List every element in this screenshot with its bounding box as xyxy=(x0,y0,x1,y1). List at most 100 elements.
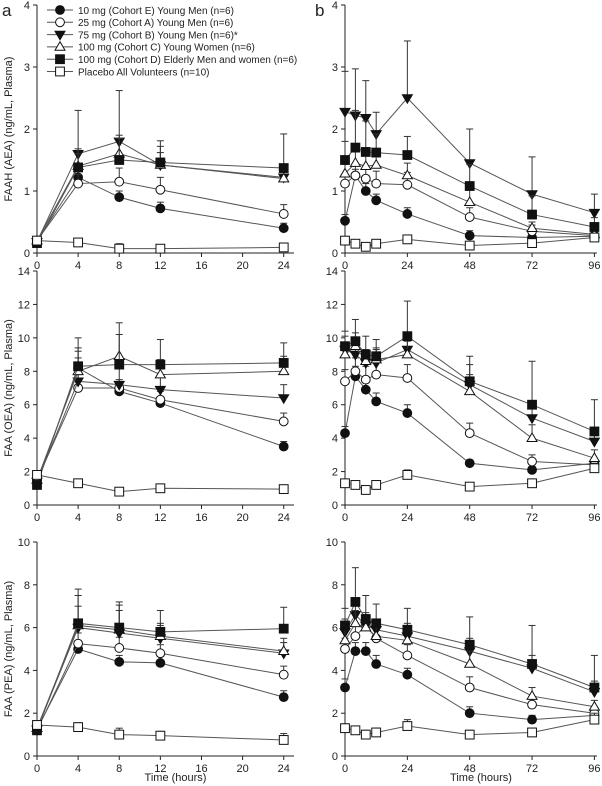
data-point xyxy=(350,597,361,607)
y-tick-label: 4 xyxy=(24,0,30,12)
y-tick-label: 1 xyxy=(24,186,30,198)
data-point xyxy=(464,729,475,740)
x-tick-label: 72 xyxy=(526,260,538,272)
data-point xyxy=(32,235,42,246)
x-tick-label: 24 xyxy=(278,512,290,524)
y-axis-label: FAA (PEA) (ng/mL, Plasma) xyxy=(3,581,15,717)
data-point xyxy=(340,478,350,489)
data-point xyxy=(371,238,382,249)
data-point xyxy=(402,179,413,190)
x-tick-label: 72 xyxy=(526,512,538,524)
data-point xyxy=(278,484,289,495)
data-point xyxy=(402,470,413,480)
x-tick-label: 96 xyxy=(588,763,600,775)
x-tick-label: 96 xyxy=(588,512,600,524)
data-point xyxy=(464,639,475,650)
data-point xyxy=(589,232,600,243)
data-point xyxy=(402,150,413,160)
data-point xyxy=(350,170,361,181)
x-tick-label: 48 xyxy=(464,512,476,524)
data-point xyxy=(114,643,125,653)
y-axis-label: FAAH (AEA) (ng/mL, Plasma) xyxy=(3,57,15,202)
y-tick-label: 8 xyxy=(332,580,338,592)
y-tick-label: 12 xyxy=(326,299,338,311)
data-point xyxy=(371,178,382,189)
data-point xyxy=(114,729,125,740)
y-tick-label: 2 xyxy=(332,708,338,720)
data-point xyxy=(360,241,371,252)
data-point xyxy=(114,176,125,187)
data-point xyxy=(350,238,361,249)
data-point xyxy=(463,657,476,668)
x-tick-label: 24 xyxy=(401,763,413,775)
data-point xyxy=(588,437,601,448)
data-point xyxy=(349,350,362,361)
x-tick-label: 24 xyxy=(401,512,413,524)
data-point xyxy=(589,682,600,693)
data-point xyxy=(73,237,84,248)
y-tick-label: 6 xyxy=(24,400,30,412)
data-point xyxy=(588,700,601,711)
data-point xyxy=(526,222,538,232)
data-point xyxy=(155,483,166,494)
y-tick-label: 0 xyxy=(332,500,338,512)
x-tick-label: 16 xyxy=(195,512,207,524)
y-tick-label: 3 xyxy=(332,62,338,74)
y-tick-label: 0 xyxy=(24,751,30,763)
legend-item: 25 mg (Cohort A) Young Men (n=6) xyxy=(47,17,233,29)
x-tick-label: 8 xyxy=(116,763,122,775)
panel-letter-a: a xyxy=(2,1,12,20)
legend-marker xyxy=(55,66,65,77)
data-point xyxy=(339,167,351,178)
y-tick-label: 2 xyxy=(332,467,338,479)
data-point xyxy=(464,458,475,469)
panel-1: 0 1 2 3 4 0 24 48 72 96 xyxy=(332,0,601,272)
data-point xyxy=(589,222,600,232)
series xyxy=(32,169,289,246)
x-tick-label: 72 xyxy=(526,763,538,775)
x-tick-label: 24 xyxy=(278,763,290,775)
data-point xyxy=(527,478,537,489)
data-point xyxy=(464,708,475,719)
data-point xyxy=(359,621,372,632)
y-tick-label: 10 xyxy=(18,333,30,345)
data-point xyxy=(32,480,42,490)
legend-item: 10 mg (Cohort E) Young Men (n=6) xyxy=(47,5,234,17)
y-tick-label: 8 xyxy=(24,580,30,592)
x-tick-label: 4 xyxy=(75,763,81,775)
data-point xyxy=(339,634,351,645)
data-point xyxy=(155,243,166,254)
data-point xyxy=(278,358,289,368)
data-point xyxy=(350,725,361,736)
data-point xyxy=(155,394,166,405)
x-tick-label: 16 xyxy=(195,763,207,775)
data-point xyxy=(526,414,538,425)
data-point xyxy=(155,730,166,741)
data-point xyxy=(339,107,351,118)
data-point xyxy=(349,617,362,628)
data-point xyxy=(371,727,382,738)
y-tick-label: 4 xyxy=(24,433,30,445)
x-tick-label: 48 xyxy=(464,260,476,272)
data-point xyxy=(350,366,361,377)
x-tick-label: 20 xyxy=(236,763,248,775)
y-tick-label: 4 xyxy=(24,665,30,677)
y-tick-label: 12 xyxy=(18,299,30,311)
legend-item: 100 mg (Cohort D) Elderly Men and women … xyxy=(47,54,297,66)
y-tick-label: 14 xyxy=(326,266,338,278)
data-point xyxy=(350,646,361,657)
legend-marker xyxy=(55,54,65,65)
data-point xyxy=(278,692,289,703)
data-point xyxy=(527,209,537,220)
data-point xyxy=(339,348,351,359)
data-point xyxy=(278,223,289,234)
x-tick-label: 4 xyxy=(75,260,81,272)
data-point xyxy=(401,169,414,180)
data-point xyxy=(72,377,84,388)
x-tick-label: 24 xyxy=(278,260,290,272)
x-tick-label: 12 xyxy=(154,763,166,775)
